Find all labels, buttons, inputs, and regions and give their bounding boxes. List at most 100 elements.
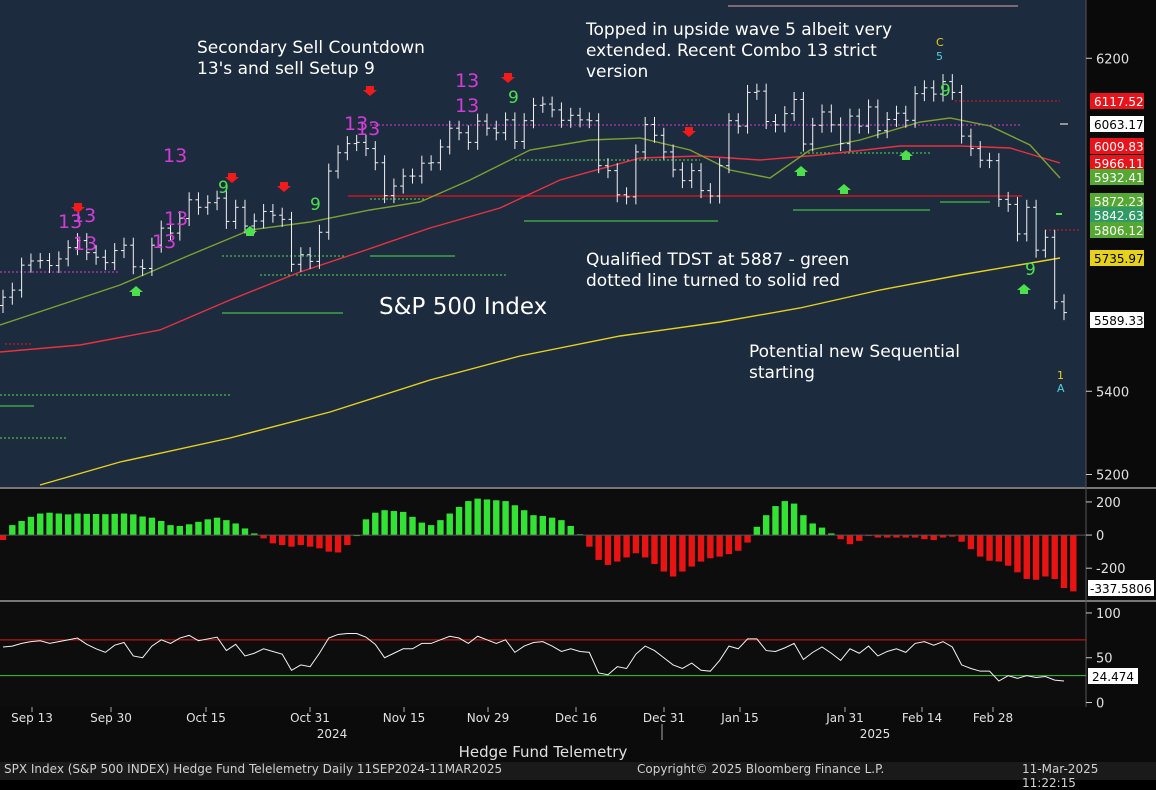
oscillator-bar (46, 512, 53, 536)
price-tag-label: 5872.23 (1094, 195, 1144, 209)
ma50-line (0, 145, 1061, 353)
buy-arrow-icon (1017, 284, 1031, 294)
price-tag (1090, 138, 1144, 154)
ma200-line (39, 257, 1061, 486)
sell-arrow-icon (71, 203, 85, 213)
x-axis-label: Nov 29 (467, 711, 510, 725)
oscillator-bar (325, 535, 332, 552)
price-tag-label: 5589.33 (1094, 314, 1144, 328)
oscillator-bar (130, 514, 137, 536)
oscillator-bar (158, 520, 165, 536)
oscillator-bar (502, 501, 509, 536)
oscillator-bar (986, 535, 993, 561)
oscillator-panel-bg (0, 491, 1086, 599)
oscillator-bar (204, 519, 211, 536)
rsi-axis-label: 100 (1096, 607, 1121, 622)
oscillator-bar (679, 535, 686, 572)
rsi-value-tag (1088, 668, 1138, 684)
oscillator-bar (400, 511, 407, 536)
td-countdown-13: 13 (152, 231, 176, 253)
oscillator-bar (297, 535, 305, 545)
td-countdown-13: 13 (73, 233, 97, 255)
oscillator-bar (18, 520, 25, 536)
oscillator-bar (772, 506, 779, 536)
sell-arrow-icon (225, 173, 239, 183)
oscillator-bar (269, 535, 277, 544)
oscillator-bar (306, 535, 314, 547)
price-tag (1090, 193, 1144, 209)
oscillator-bar (520, 510, 528, 536)
oscillator-bar (74, 513, 81, 536)
x-axis-label: Oct 15 (186, 711, 226, 725)
x-axis-label: Dec 31 (643, 711, 685, 725)
oscillator-bar (1032, 535, 1040, 580)
oscillator-bar (111, 513, 118, 536)
oscillator-bar (55, 513, 63, 536)
oscillator-bar (586, 535, 593, 547)
buy-arrow-icon (243, 226, 257, 236)
td-countdown-13: 13 (344, 113, 368, 135)
oscillator-bar (846, 535, 854, 545)
oscillator-bar (995, 535, 1003, 562)
oscillator-bar (949, 535, 956, 537)
td-countdown-13: 13 (163, 145, 187, 167)
oscillator-bar (232, 523, 239, 536)
oscillator-bar (288, 535, 295, 547)
oscillator-bar (334, 535, 342, 553)
oscillator-bar (753, 526, 761, 536)
year-label: 2024 (317, 727, 348, 741)
price-axis-bg (1086, 0, 1156, 487)
price-tag-label: 5806.12 (1094, 224, 1144, 238)
oscillator-bar (83, 513, 90, 536)
oscillator-bar (251, 533, 258, 536)
oscillator-bar (651, 535, 658, 565)
oscillator-bar (632, 535, 640, 554)
oscillator-bar (0, 535, 7, 541)
oscillator-bar (800, 515, 807, 536)
oscillator-bar (930, 535, 937, 541)
x-axis-label: Nov 15 (383, 711, 426, 725)
sell-arrow-icon (682, 127, 696, 137)
price-axis-label: 6200 (1096, 52, 1129, 67)
td-countdown-13: 13 (356, 118, 380, 140)
oscillator-bar (818, 527, 826, 536)
oscillator-bar (790, 503, 798, 536)
rsi-value-label: 24.474 (1092, 670, 1134, 684)
oscillator-bar (548, 517, 556, 536)
price-tag-label: 5842.63 (1094, 209, 1144, 223)
oscillator-bar (1060, 535, 1068, 589)
oscillator-axis-label: 0 (1096, 529, 1104, 544)
footer-right: 11-Mar-2025 11:22:15 (1022, 762, 1099, 790)
buy-arrow-icon (837, 184, 851, 194)
oscillator-bar (1004, 535, 1012, 566)
oscillator-bar (92, 514, 100, 536)
oscillator-bar (279, 535, 286, 545)
oscillator-bar (9, 525, 16, 536)
oscillator-bar (27, 516, 35, 536)
oscillator-bar (781, 501, 788, 536)
price-axis-label: 5200 (1096, 469, 1129, 484)
oscillator-bar (1014, 535, 1021, 573)
td-countdown-13: 13 (58, 211, 82, 233)
price-tag-label: 6063.17 (1094, 118, 1144, 132)
td-combo-c-label: C (936, 36, 944, 49)
buy-arrow-icon (129, 286, 143, 296)
oscillator-bar (474, 498, 481, 536)
sell-arrow-icon (363, 86, 377, 96)
oscillator-bar (688, 535, 695, 567)
oscillator-bar (837, 535, 844, 540)
price-tag (1090, 207, 1144, 223)
td-countdown-13: 13 (455, 95, 479, 117)
chart-title: S&P 500 Index (379, 294, 548, 320)
oscillator-bar (977, 535, 984, 557)
oscillator-bar (530, 515, 537, 536)
oscillator-bar (64, 514, 72, 536)
oscillator-bar (762, 515, 770, 536)
oscillator-bar (446, 513, 453, 536)
oscillator-bar (660, 535, 667, 572)
footer-middle: Copyright© 2025 Bloomberg Finance L.P. (637, 762, 885, 776)
oscillator-bar (725, 535, 733, 555)
x-axis-label: Jan 15 (720, 711, 759, 725)
oscillator-value-label: -337.5806 (1090, 582, 1152, 596)
price-tag-label: 5932.41 (1094, 171, 1144, 185)
